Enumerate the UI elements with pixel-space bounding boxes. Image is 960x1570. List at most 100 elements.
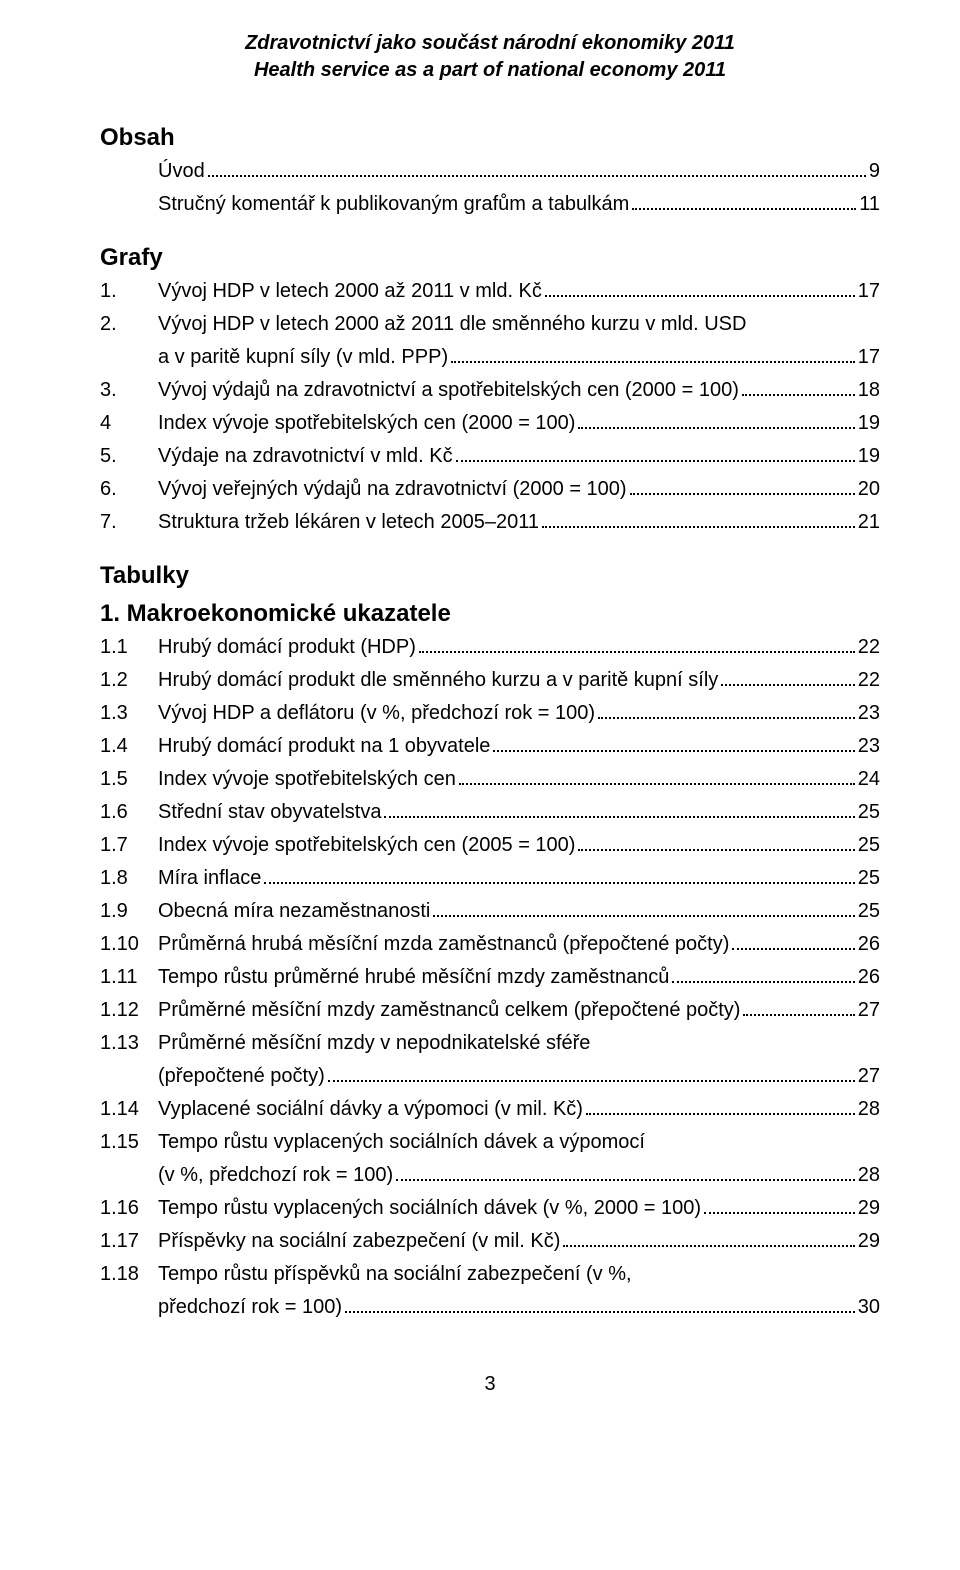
toc-leader-dots [456,460,855,462]
toc-page: 25 [858,830,880,861]
toc-leader-dots [345,1311,855,1313]
page-number: 3 [100,1373,880,1396]
toc-number: 2. [100,309,158,340]
toc-entry: 1.12Průměrné měsíční mzdy zaměstnanců ce… [100,995,880,1026]
toc-entry: 6.Vývoj veřejných výdajů na zdravotnictv… [100,474,880,505]
toc-number: 6. [100,474,158,505]
toc-entry: 1.11Tempo růstu průměrné hrubé měsíční m… [100,962,880,993]
toc-label: Index vývoje spotřebitelských cen (2000 … [158,408,575,439]
toc-label: (přepočtené počty) [158,1061,325,1092]
toc-entry: Úvod 9 [100,156,880,187]
toc-number: 1.13 [100,1028,158,1059]
toc-number: 7. [100,507,158,538]
toc-grafy: 1.Vývoj HDP v letech 2000 až 2011 v mld.… [100,276,880,538]
toc-page: 30 [858,1292,880,1323]
toc-leader-dots [328,1080,855,1082]
toc-label: Hrubý domácí produkt (HDP) [158,632,416,663]
toc-number: 1.1 [100,632,158,663]
toc-page: 11 [859,189,880,220]
toc-label: Vývoj HDP a deflátoru (v %, předchozí ro… [158,698,595,729]
toc-label: Průměrné měsíční mzdy v nepodnikatelské … [158,1028,590,1059]
toc-entry: 1.15Tempo růstu vyplacených sociálních d… [100,1127,880,1158]
toc-page: 9 [869,156,880,187]
toc-label: a v paritě kupní síly (v mld. PPP) [158,342,448,373]
toc-number: 1.15 [100,1127,158,1158]
toc-label: Vývoj HDP v letech 2000 až 2011 dle směn… [158,309,746,340]
toc-number: 1. [100,276,158,307]
toc-entry: 1.7Index vývoje spotřebitelských cen (20… [100,830,880,861]
toc-leader-dots [578,849,854,851]
toc-label: Průměrná hrubá měsíční mzda zaměstnanců … [158,929,729,960]
toc-entry: 1.16Tempo růstu vyplacených sociálních d… [100,1193,880,1224]
toc-entry-cont: předchozí rok = 100)30 [100,1292,880,1323]
toc-label: Obecná míra nezaměstnanosti [158,896,430,927]
toc-page: 19 [858,441,880,472]
toc-number: 1.14 [100,1094,158,1125]
toc-entry: 1.18Tempo růstu příspěvků na sociální za… [100,1259,880,1290]
toc-label: Vývoj výdajů na zdravotnictví a spotřebi… [158,375,739,406]
toc-page: 24 [858,764,880,795]
toc-label: Průměrné měsíční mzdy zaměstnanců celkem… [158,995,740,1026]
toc-leader-dots [419,651,855,653]
toc-label: Index vývoje spotřebitelských cen (2005 … [158,830,575,861]
toc-number: 1.7 [100,830,158,861]
toc-leader-dots [672,981,854,983]
toc-leader-dots [433,915,854,917]
toc-label: Index vývoje spotřebitelských cen [158,764,456,795]
toc-number: 1.2 [100,665,158,696]
toc-page: 22 [858,665,880,696]
toc-number: 1.12 [100,995,158,1026]
toc-makro: 1.1Hrubý domácí produkt (HDP)221.2Hrubý … [100,632,880,1323]
toc-entry: 1.2Hrubý domácí produkt dle směnného kur… [100,665,880,696]
toc-label: Tempo růstu vyplacených sociálních dávek… [158,1127,645,1158]
toc-leader-dots [563,1245,854,1247]
toc-label: Tempo růstu příspěvků na sociální zabezp… [158,1259,632,1290]
toc-number: 1.9 [100,896,158,927]
toc-page: 26 [858,962,880,993]
toc-leader-dots [598,717,855,719]
toc-label: Tempo růstu vyplacených sociálních dávek… [158,1193,701,1224]
toc-page: 23 [858,731,880,762]
toc-page: 27 [858,1061,880,1092]
toc-leader-dots [632,208,856,210]
toc-leader-dots [586,1113,855,1115]
toc-leader-dots [545,295,855,297]
document-header: Zdravotnictví jako součást národní ekono… [100,30,880,84]
toc-label: Vyplacené sociální dávky a výpomoci (v m… [158,1094,583,1125]
toc-leader-dots [384,816,854,818]
toc-leader-dots [732,948,854,950]
toc-number: 1.10 [100,929,158,960]
header-title-cz: Zdravotnictví jako součást národní ekono… [100,30,880,57]
toc-leader-dots [493,750,854,752]
toc-entry: 1.5Index vývoje spotřebitelských cen24 [100,764,880,795]
toc-number: 1.3 [100,698,158,729]
toc-leader-dots [578,427,854,429]
toc-leader-dots [208,175,866,177]
toc-label: Úvod [158,156,205,187]
toc-label: Hrubý domácí produkt na 1 obyvatele [158,731,490,762]
toc-label: Vývoj veřejných výdajů na zdravotnictví … [158,474,627,505]
toc-page: 27 [858,995,880,1026]
toc-entry: 4Index vývoje spotřebitelských cen (2000… [100,408,880,439]
toc-leader-dots [743,1014,854,1016]
toc-entry: 1.14Vyplacené sociální dávky a výpomoci … [100,1094,880,1125]
toc-label: Hrubý domácí produkt dle směnného kurzu … [158,665,718,696]
toc-leader-dots [264,882,854,884]
toc-intro: Úvod9Stručný komentář k publikovaným gra… [100,156,880,220]
toc-entry: 2.Vývoj HDP v letech 2000 až 2011 dle sm… [100,309,880,340]
toc-label: (v %, předchozí rok = 100) [158,1160,393,1191]
toc-leader-dots [742,394,855,396]
toc-page: 17 [858,276,880,307]
toc-page: 17 [858,342,880,373]
toc-page: 26 [858,929,880,960]
toc-number: 1.11 [100,962,158,993]
toc-page: 25 [858,896,880,927]
toc-page: 20 [858,474,880,505]
toc-entry: 3.Vývoj výdajů na zdravotnictví a spotře… [100,375,880,406]
toc-page: 21 [858,507,880,538]
toc-page: 28 [858,1094,880,1125]
toc-entry: 1.1Hrubý domácí produkt (HDP)22 [100,632,880,663]
toc-entry: 1.9Obecná míra nezaměstnanosti 25 [100,896,880,927]
section-tabulky: Tabulky [100,562,880,590]
toc-page: 19 [858,408,880,439]
